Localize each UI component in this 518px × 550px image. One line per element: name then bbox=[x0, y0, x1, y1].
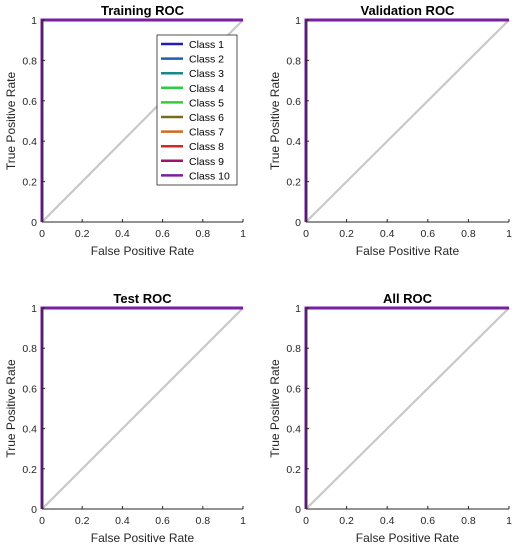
legend-label: Class 10 bbox=[189, 170, 230, 182]
x-tick-label: 0.8 bbox=[461, 515, 476, 527]
roc-panel-4: All ROC 0 0.2 0.4 0.6 0.8 1 0 0.2 0.4 0.6 0.8 1 False… bbox=[268, 291, 512, 545]
x-tick-label: 0.8 bbox=[195, 515, 210, 527]
legend-label: Class 2 bbox=[189, 54, 224, 66]
x-tick-label: 1 bbox=[506, 515, 512, 527]
legend-label: Class 6 bbox=[189, 112, 224, 124]
x-tick-label: 0.6 bbox=[155, 515, 170, 527]
reference-diagonal-line bbox=[305, 307, 510, 510]
x-tick-label: 1 bbox=[240, 228, 246, 240]
legend-label: Class 9 bbox=[189, 156, 224, 168]
x-tick-label: 0.2 bbox=[75, 515, 90, 527]
x-tick-label: 0.6 bbox=[155, 228, 170, 240]
x-tick-label: 0.2 bbox=[75, 228, 90, 240]
x-tick-label: 0.4 bbox=[115, 515, 130, 527]
legend-label: Class 5 bbox=[189, 97, 224, 109]
x-tick-label: 0 bbox=[39, 228, 45, 240]
legend-label: Class 3 bbox=[189, 68, 224, 80]
x-axis-label: False Positive Rate bbox=[91, 531, 195, 545]
x-tick-label: 0.4 bbox=[380, 515, 395, 527]
y-tick-label: 1 bbox=[295, 303, 301, 315]
legend-label: Class 1 bbox=[189, 39, 224, 51]
legend: Class 1 Class 2 Class 3 Class 4 Class 5 Class… bbox=[156, 34, 238, 186]
x-tick-label: 0 bbox=[303, 515, 309, 527]
x-tick-label: 0 bbox=[303, 228, 309, 240]
y-tick-label: 0.6 bbox=[22, 383, 37, 395]
chart-title: All ROC bbox=[383, 291, 433, 306]
x-tick-label: 1 bbox=[240, 515, 246, 527]
reference-diagonal-line bbox=[41, 307, 244, 510]
y-tick-label: 0.6 bbox=[286, 96, 301, 108]
y-tick-label: 0.8 bbox=[22, 55, 37, 67]
y-tick-label: 0.4 bbox=[286, 136, 301, 148]
y-axis-label: True Positive Rate bbox=[268, 359, 282, 458]
roc-panel-3: Test ROC 0 0.2 0.4 0.6 0.8 1 0 0.2 0.4 0.6 0.8 1 Fals… bbox=[4, 291, 246, 545]
x-tick-label: 1 bbox=[506, 228, 512, 240]
y-tick-label: 0 bbox=[31, 504, 37, 516]
x-axis-label: False Positive Rate bbox=[91, 244, 195, 258]
x-tick-label: 0.2 bbox=[339, 515, 354, 527]
legend-label: Class 4 bbox=[189, 83, 224, 95]
chart-title: Training ROC bbox=[101, 3, 185, 18]
x-tick-label: 0.6 bbox=[420, 515, 435, 527]
x-tick-label: 0.6 bbox=[420, 228, 435, 240]
x-tick-label: 0.8 bbox=[461, 228, 476, 240]
y-tick-label: 0.8 bbox=[22, 343, 37, 355]
y-tick-label: 1 bbox=[31, 303, 37, 315]
x-tick-label: 0 bbox=[39, 515, 45, 527]
roc-panel-1: Training ROC 0 0.2 0.4 0.6 0.8 1 0 0.2 0.4 0.6 0.8 1… bbox=[4, 3, 246, 258]
y-axis-label: True Positive Rate bbox=[4, 72, 18, 171]
y-tick-label: 0.8 bbox=[286, 343, 301, 355]
legend-label: Class 8 bbox=[189, 141, 224, 153]
x-tick-label: 0.4 bbox=[380, 228, 395, 240]
legend-label: Class 7 bbox=[189, 127, 224, 139]
y-tick-label: 0.4 bbox=[22, 424, 37, 436]
y-tick-label: 0.8 bbox=[286, 55, 301, 67]
roc-panel-2: Validation ROC 0 0.2 0.4 0.6 0.8 1 0 0.2 0.4 0.6 0.… bbox=[268, 3, 512, 258]
chart-title: Test ROC bbox=[113, 291, 172, 306]
y-tick-label: 0.2 bbox=[286, 177, 301, 189]
y-tick-label: 0.6 bbox=[286, 383, 301, 395]
y-tick-label: 0 bbox=[295, 504, 301, 516]
y-tick-label: 0.2 bbox=[22, 464, 37, 476]
y-tick-label: 1 bbox=[31, 15, 37, 27]
x-axis-label: False Positive Rate bbox=[356, 531, 460, 545]
y-axis-label: True Positive Rate bbox=[4, 359, 18, 458]
y-tick-label: 0 bbox=[295, 217, 301, 229]
x-axis-label: False Positive Rate bbox=[356, 244, 460, 258]
y-tick-label: 0.4 bbox=[22, 136, 37, 148]
chart-title: Validation ROC bbox=[361, 3, 456, 18]
y-tick-label: 0 bbox=[31, 217, 37, 229]
x-tick-label: 0.2 bbox=[339, 228, 354, 240]
y-tick-label: 0.4 bbox=[286, 424, 301, 436]
x-tick-label: 0.4 bbox=[115, 228, 130, 240]
reference-diagonal-line bbox=[305, 19, 510, 223]
y-tick-label: 0.2 bbox=[22, 177, 37, 189]
y-axis-label: True Positive Rate bbox=[268, 72, 282, 171]
y-tick-label: 0.2 bbox=[286, 464, 301, 476]
x-tick-label: 0.8 bbox=[195, 228, 210, 240]
y-tick-label: 0.6 bbox=[22, 96, 37, 108]
y-tick-label: 1 bbox=[295, 15, 301, 27]
